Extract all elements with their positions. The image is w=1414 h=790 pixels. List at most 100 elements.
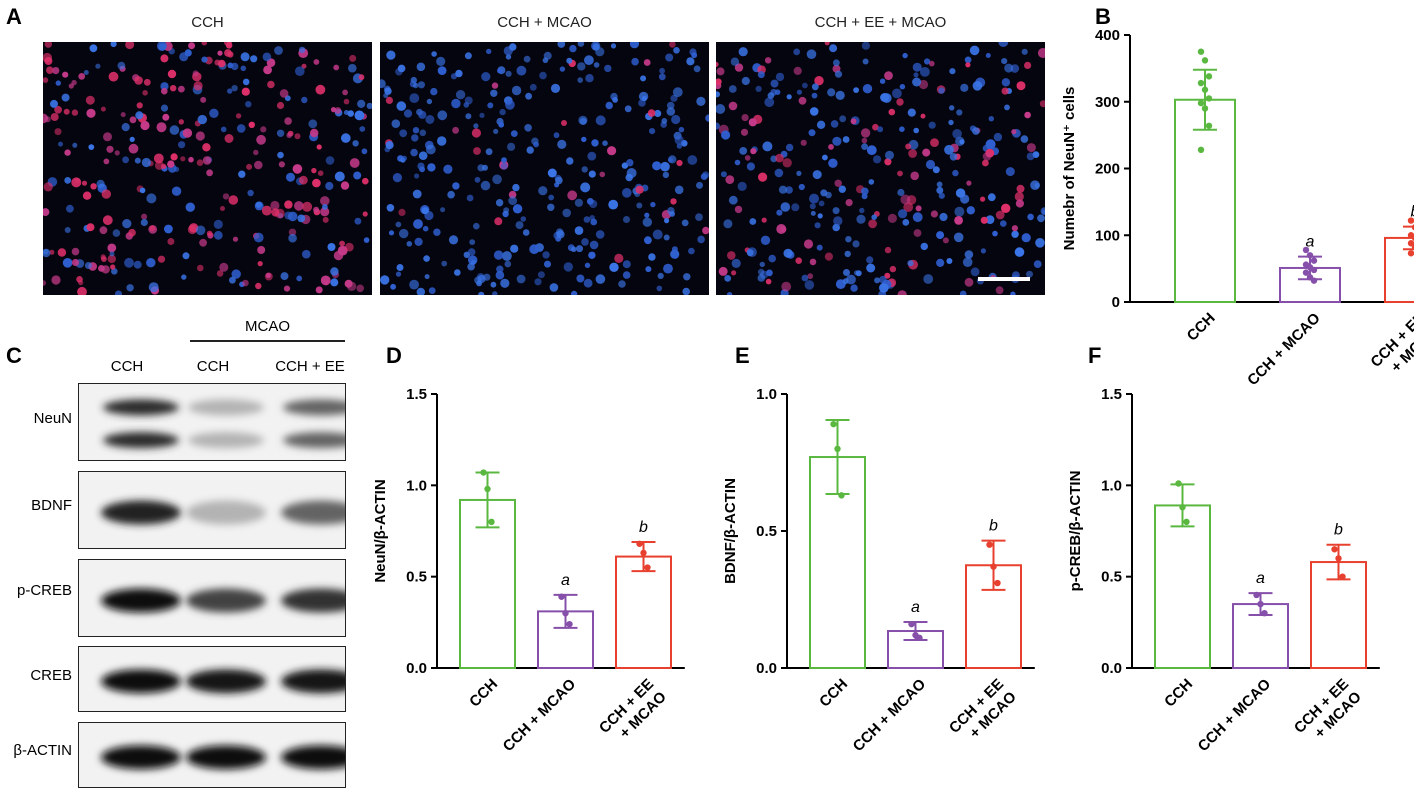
dapi-nucleus	[696, 181, 703, 189]
dapi-nucleus	[626, 168, 637, 178]
neun-positive-cell	[744, 155, 751, 161]
dapi-nucleus	[673, 47, 680, 54]
category-label: CCH + MCAO	[500, 675, 580, 755]
neun-positive-cell	[607, 146, 617, 156]
dapi-nucleus	[767, 92, 775, 99]
neun-positive-cell	[103, 132, 112, 142]
category-label: CCH + EE+ MCAO	[1367, 310, 1414, 376]
neun-positive-cell	[197, 264, 204, 272]
category-label: CCH + MCAO	[1244, 309, 1324, 389]
dapi-nucleus	[525, 92, 532, 100]
dapi-nucleus	[954, 206, 965, 217]
dapi-nucleus	[547, 203, 555, 211]
neun-positive-cell	[845, 199, 853, 207]
dapi-nucleus	[111, 268, 118, 275]
neun-positive-cell	[910, 171, 919, 181]
neun-positive-cell	[887, 213, 897, 223]
neun-positive-cell	[62, 71, 69, 78]
category-label: CCH + MCAO	[1195, 675, 1275, 755]
blot-band	[103, 399, 179, 416]
dapi-nucleus	[818, 200, 825, 207]
neun-positive-cell	[248, 121, 255, 128]
dapi-nucleus	[55, 80, 61, 86]
dapi-nucleus	[122, 219, 132, 229]
dapi-nucleus	[588, 251, 596, 259]
dapi-nucleus	[543, 51, 552, 60]
y-tick-label: 1.0	[756, 386, 777, 403]
dapi-nucleus	[516, 65, 527, 76]
dapi-nucleus	[589, 240, 599, 250]
neun-positive-cell	[206, 169, 214, 177]
neun-positive-cell	[316, 144, 322, 150]
dapi-nucleus	[481, 72, 491, 82]
dapi-nucleus	[579, 117, 587, 125]
neun-positive-cell	[49, 249, 55, 255]
data-point	[1257, 600, 1264, 608]
blot-band	[188, 432, 264, 449]
dapi-nucleus	[467, 248, 476, 256]
data-point	[1201, 105, 1209, 112]
data-point	[908, 620, 915, 628]
neun-positive-cell	[199, 238, 208, 247]
neun-positive-cell	[782, 158, 792, 168]
neun-positive-cell	[103, 158, 110, 165]
dapi-nucleus	[987, 193, 996, 202]
dapi-nucleus	[164, 224, 173, 234]
micrograph-title-cch-mcao: CCH + MCAO	[497, 14, 592, 31]
neun-positive-cell	[232, 236, 239, 242]
dapi-nucleus	[817, 213, 823, 219]
neun-positive-cell	[43, 208, 50, 217]
category-label: CCH	[816, 676, 851, 711]
dapi-nucleus	[812, 170, 822, 180]
dapi-nucleus	[676, 143, 683, 149]
data-point	[636, 540, 643, 547]
dapi-nucleus	[809, 193, 819, 204]
dapi-nucleus	[716, 122, 720, 130]
dapi-nucleus	[649, 128, 656, 135]
neun-positive-cell	[728, 101, 738, 111]
neun-positive-cell	[922, 148, 931, 157]
dapi-nucleus	[622, 188, 632, 198]
dapi-nucleus	[425, 115, 435, 124]
dapi-nucleus	[516, 274, 526, 284]
dapi-nucleus	[688, 247, 695, 255]
dapi-nucleus	[419, 166, 425, 173]
dapi-nucleus	[416, 287, 425, 295]
dapi-nucleus	[969, 45, 980, 56]
dapi-nucleus	[861, 143, 868, 150]
dapi-nucleus	[829, 44, 838, 53]
neun-positive-cell	[114, 150, 120, 156]
dapi-nucleus	[500, 162, 508, 170]
neun-positive-cell	[288, 228, 297, 236]
dapi-nucleus	[473, 123, 479, 129]
dapi-nucleus	[330, 278, 339, 287]
blot-strip-neun	[78, 383, 346, 461]
dapi-nucleus	[490, 281, 497, 288]
data-point	[1302, 246, 1310, 254]
dapi-nucleus	[809, 203, 816, 210]
panel-letter-f: F	[1088, 343, 1102, 368]
dapi-nucleus	[539, 71, 547, 80]
dapi-nucleus	[923, 274, 934, 284]
dapi-nucleus	[544, 260, 551, 268]
neun-positive-cell	[313, 206, 320, 213]
neun-positive-cell	[180, 156, 186, 162]
dapi-nucleus	[760, 235, 771, 245]
neun-positive-cell	[224, 134, 234, 143]
dapi-nucleus	[866, 145, 877, 156]
neun-positive-cell	[142, 90, 148, 96]
bar	[1384, 236, 1414, 303]
significance-label: a	[1256, 570, 1265, 587]
dapi-nucleus	[912, 212, 923, 223]
dapi-nucleus	[452, 182, 460, 190]
dapi-nucleus	[409, 93, 420, 103]
neun-positive-cell	[200, 96, 207, 103]
dapi-nucleus	[276, 129, 285, 137]
neun-positive-cell	[283, 285, 291, 292]
neun-positive-cell	[241, 87, 250, 96]
dapi-nucleus	[412, 189, 422, 199]
dapi-nucleus	[464, 96, 473, 105]
neun-positive-cell	[86, 108, 96, 118]
dapi-nucleus	[421, 207, 429, 215]
neun-positive-cell	[82, 191, 92, 200]
